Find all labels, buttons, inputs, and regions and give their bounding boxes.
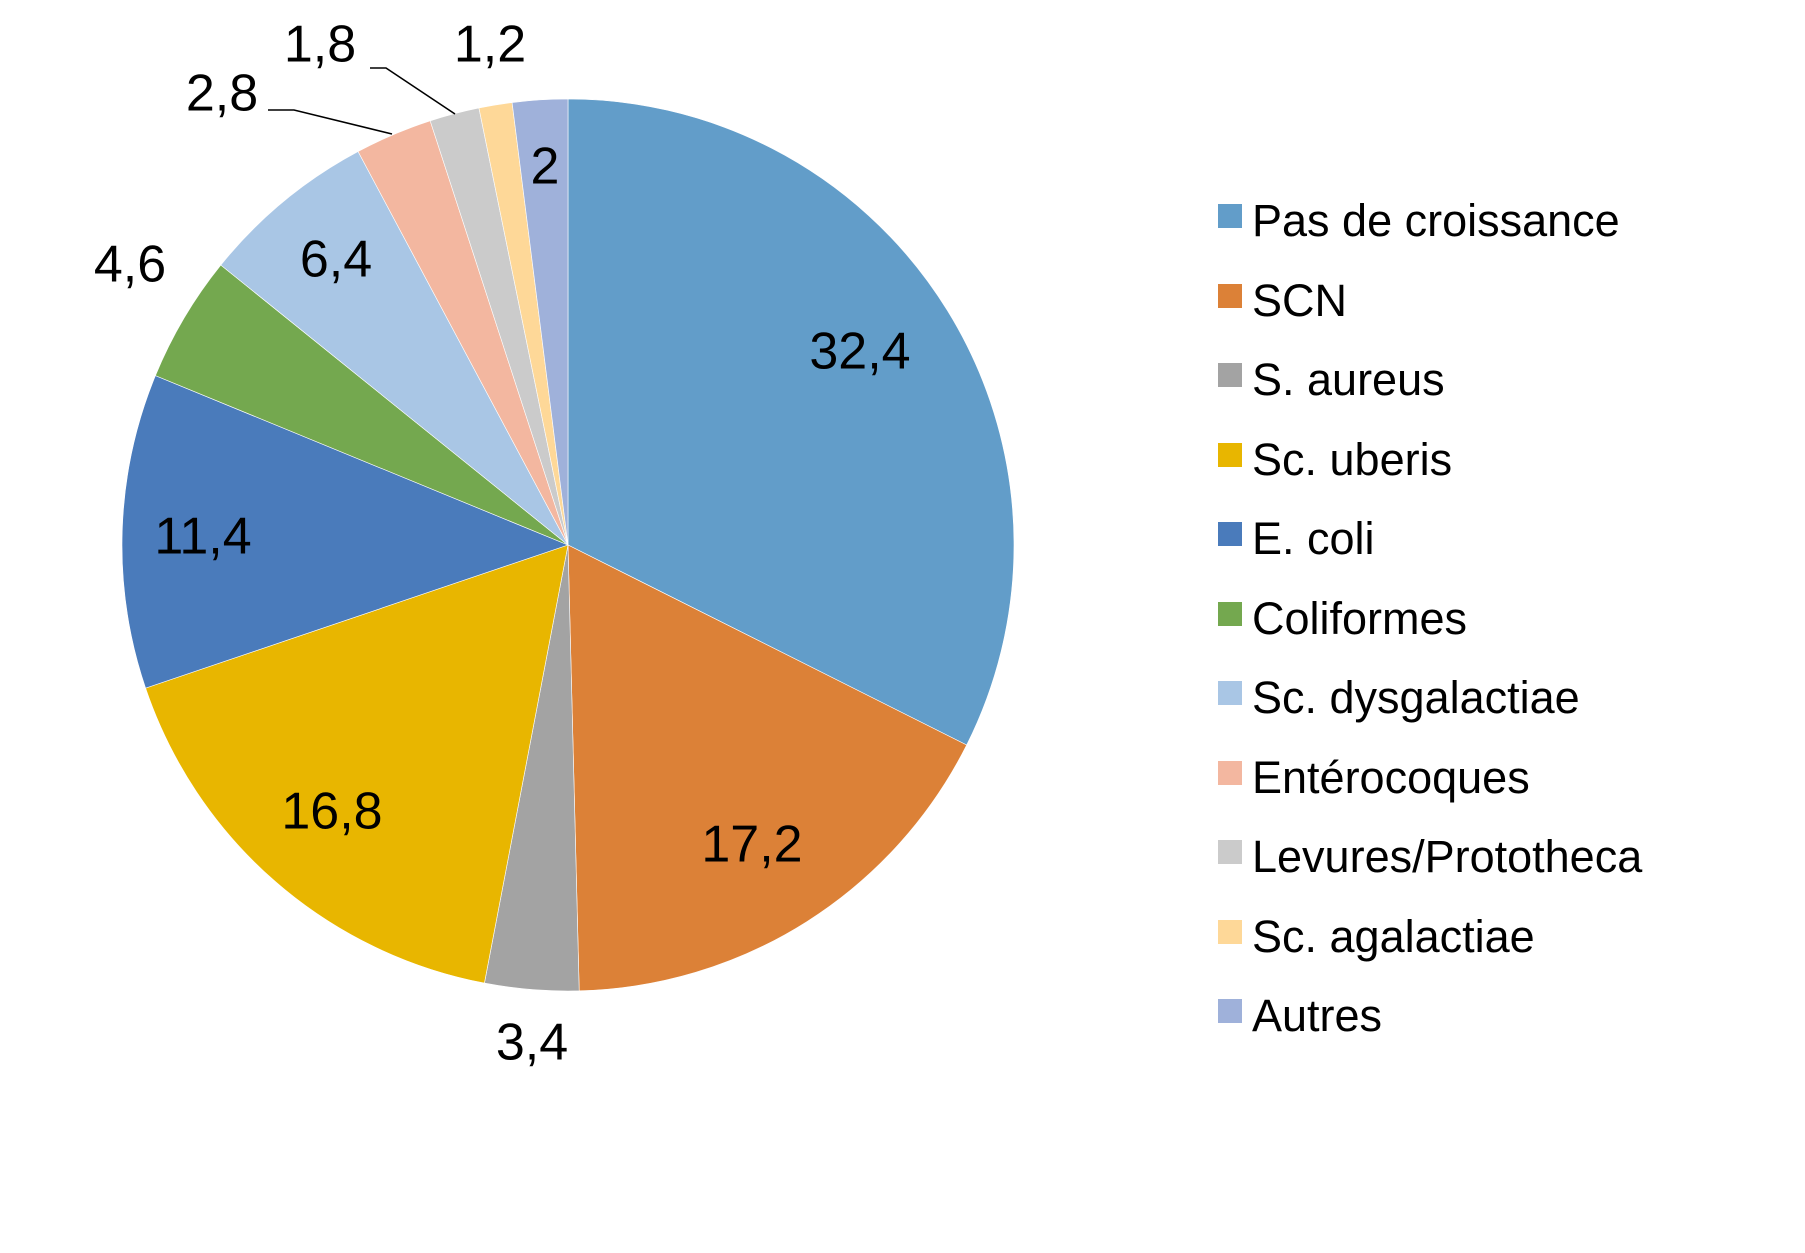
- legend-item: S. aureus: [1218, 355, 1642, 435]
- legend-label: Coliformes: [1252, 592, 1468, 644]
- data-label: 3,4: [496, 1014, 568, 1072]
- legend-item: E. coli: [1218, 514, 1642, 594]
- data-label: 1,2: [454, 16, 526, 74]
- pie-slice-autres: [511, 98, 569, 546]
- data-label: 17,2: [701, 816, 802, 874]
- legend-swatch-icon: [1218, 283, 1242, 308]
- pie-slices: [121, 98, 1015, 992]
- legend-swatch-icon: [1218, 442, 1242, 467]
- pie-slice-sc-dysgalactiae: [220, 151, 569, 546]
- legend-label: Autres: [1252, 990, 1383, 1041]
- legend-swatch-icon: [1218, 919, 1242, 944]
- data-label: 4,6: [94, 236, 166, 294]
- legend-label: SCN: [1252, 274, 1348, 326]
- data-label: 6,4: [300, 231, 372, 289]
- legend-swatch-icon: [1218, 363, 1242, 387]
- pie-slice-sc-uberis: [145, 544, 569, 984]
- legend-swatch-icon: [1218, 840, 1242, 864]
- leader-lines: [268, 67, 456, 135]
- leader-line: [268, 109, 393, 135]
- data-label: 11,4: [154, 508, 251, 566]
- legend-item: Levures/Prototheca: [1218, 832, 1642, 912]
- legend-item: Sc. agalactiae: [1218, 910, 1642, 992]
- pie-slice-pas-de-croissance: [567, 98, 1015, 746]
- legend-label: Sc. agalactiae: [1252, 910, 1535, 962]
- chart-legend: Pas de croissance SCN S. aureus Sc. uber…: [1218, 196, 1642, 1071]
- legend-label: S. aureus: [1252, 354, 1445, 405]
- legend-swatch-icon: [1218, 760, 1242, 785]
- data-label: 32,4: [809, 323, 910, 381]
- pie-slice-e-coli: [121, 375, 569, 689]
- legend-swatch-icon: [1218, 601, 1242, 626]
- pie-slice-scn: [567, 544, 968, 992]
- legend-item: Coliformes: [1218, 592, 1642, 674]
- legend-swatch-icon: [1218, 204, 1242, 228]
- legend-swatch-icon: [1218, 999, 1242, 1023]
- legend-item: Pas de croissance: [1218, 196, 1642, 276]
- legend-item: Autres: [1218, 991, 1642, 1071]
- data-label: 2: [531, 138, 560, 196]
- legend-label: Entérocoques: [1252, 751, 1530, 803]
- legend-item: Sc. dysgalactiae: [1218, 673, 1642, 753]
- data-label: 2,8: [186, 65, 258, 123]
- legend-label: Pas de croissance: [1252, 195, 1620, 246]
- leader-line: [370, 67, 456, 115]
- data-labels: 32,4 17,2 3,4 16,8 11,4 4,6 6,4 2,8 1,8 1,2 2: [94, 16, 911, 1072]
- legend-item: Sc. uberis: [1218, 433, 1642, 515]
- legend-label: Levures/Prototheca: [1252, 831, 1643, 882]
- data-label: 16,8: [281, 783, 382, 841]
- legend-item: Entérocoques: [1218, 751, 1642, 833]
- legend-swatch-icon: [1218, 522, 1242, 546]
- legend-swatch-icon: [1218, 681, 1242, 705]
- legend-label: Sc. uberis: [1252, 433, 1453, 485]
- data-label: 1,8: [284, 16, 356, 74]
- legend-item: SCN: [1218, 274, 1642, 356]
- legend-label: Sc. dysgalactiae: [1252, 672, 1580, 723]
- legend-label: E. coli: [1252, 513, 1375, 564]
